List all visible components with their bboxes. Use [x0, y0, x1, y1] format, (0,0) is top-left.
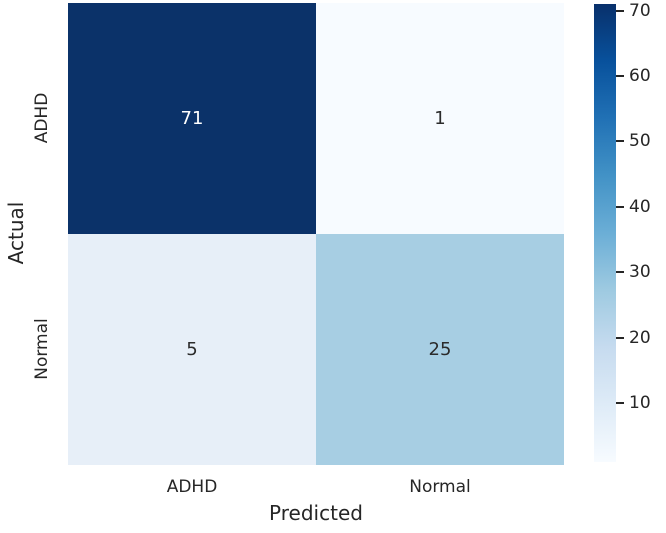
y-tick-normal: Normal: [32, 318, 52, 380]
x-tick-adhd: ADHD: [166, 477, 218, 497]
colorbar-tick-mark: [616, 74, 624, 77]
cell-actual-normal-pred-normal: 25: [316, 234, 564, 465]
colorbar-tick-label: 20: [629, 327, 651, 348]
colorbar-tick-label: 60: [629, 65, 651, 86]
colorbar-tick-area: 70 60 50 40 30 20 10: [616, 0, 666, 533]
colorbar-tick-mark: [616, 205, 624, 208]
cell-actual-adhd-pred-normal: 1: [316, 3, 564, 234]
y-tick-adhd: ADHD: [32, 92, 52, 144]
heatmap-grid: 71 1 5 25: [68, 3, 564, 465]
colorbar-tick-label: 30: [629, 262, 651, 283]
cell-actual-normal-pred-adhd: 5: [68, 234, 316, 465]
y-axis-label: Actual: [4, 201, 28, 265]
cell-actual-adhd-pred-adhd: 71: [68, 3, 316, 234]
colorbar-tick-mark: [616, 402, 624, 405]
x-tick-normal: Normal: [409, 477, 471, 497]
colorbar-tick-mark: [616, 336, 624, 339]
colorbar: [594, 4, 616, 462]
colorbar-tick-label: 10: [629, 393, 651, 414]
x-axis-label: Predicted: [269, 501, 363, 525]
colorbar-tick-label: 40: [629, 196, 651, 217]
colorbar-tick-label: 50: [629, 131, 651, 152]
colorbar-tick-label: 70: [629, 0, 651, 21]
colorbar-tick-mark: [616, 9, 624, 12]
colorbar-tick-mark: [616, 271, 624, 274]
colorbar-tick-mark: [616, 140, 624, 143]
